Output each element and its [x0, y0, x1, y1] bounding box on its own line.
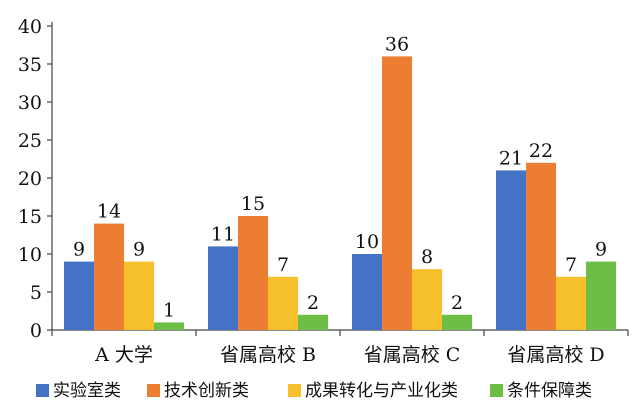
bar	[94, 223, 124, 330]
x-category-label: A 大学	[94, 344, 153, 366]
data-label: 9	[73, 239, 85, 261]
legend-swatch	[147, 384, 160, 397]
bar	[154, 322, 184, 330]
data-label: 36	[385, 33, 409, 55]
legend-label: 条件保障类	[507, 381, 592, 401]
bar	[124, 261, 154, 330]
bar	[298, 314, 328, 330]
bar	[268, 276, 298, 330]
data-label: 8	[421, 246, 433, 268]
y-tick-label: 35	[18, 54, 42, 76]
y-tick-label: 0	[30, 320, 42, 342]
data-label: 22	[529, 140, 553, 162]
bar	[496, 170, 526, 330]
data-label: 1	[163, 299, 175, 321]
legend-swatch	[490, 384, 503, 397]
data-label: 14	[97, 201, 121, 223]
y-tick-label: 30	[18, 92, 42, 114]
data-label: 7	[565, 254, 577, 276]
bar	[412, 269, 442, 330]
data-label: 21	[499, 147, 523, 169]
legend-swatch	[36, 384, 49, 397]
data-label: 10	[355, 231, 379, 253]
y-tick-label: 15	[18, 206, 42, 228]
y-tick-label: 40	[18, 16, 42, 38]
data-label: 9	[595, 239, 607, 261]
legend: 实验室类 技术创新类 成果转化与产业化类 条件保障类	[36, 381, 592, 401]
bar	[556, 276, 586, 330]
axes-layer: 0 5 10 15 20 25 30 35 40	[18, 16, 629, 342]
bars-layer	[64, 56, 616, 331]
legend-label: 实验室类	[53, 381, 121, 401]
bar	[238, 216, 268, 330]
bar	[352, 254, 382, 330]
data-label: 2	[307, 292, 319, 314]
data-label: 15	[241, 193, 265, 215]
data-label: 7	[277, 254, 289, 276]
y-tick-label: 20	[18, 168, 42, 190]
legend-label: 成果转化与产业化类	[305, 381, 458, 401]
y-tick-label: 5	[30, 282, 42, 304]
x-category-label: 省属高校 C	[364, 344, 461, 366]
data-label: 11	[211, 223, 235, 245]
legend-swatch	[288, 384, 301, 397]
bar	[64, 261, 94, 330]
bar	[526, 162, 556, 330]
y-tick-label: 10	[18, 244, 42, 266]
bar	[442, 314, 472, 330]
x-category-label: 省属高校 D	[507, 344, 604, 366]
bar	[382, 56, 412, 331]
bar	[208, 246, 238, 330]
bar	[586, 261, 616, 330]
legend-label: 技术创新类	[164, 381, 249, 401]
y-tick-label: 25	[18, 130, 42, 152]
x-category-label: 省属高校 B	[220, 344, 316, 366]
data-label: 9	[133, 239, 145, 261]
data-label: 2	[451, 292, 463, 314]
